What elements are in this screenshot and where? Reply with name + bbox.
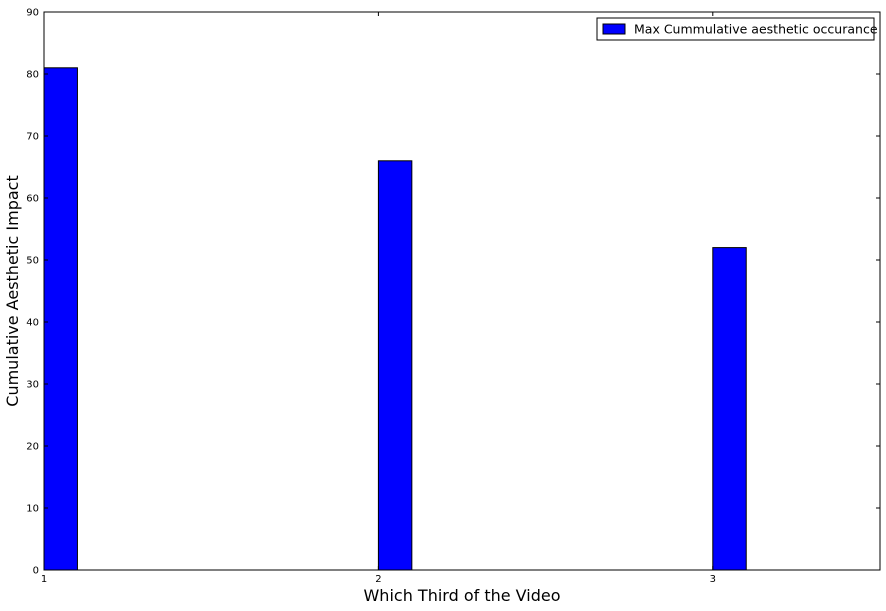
y-axis-ticks: 0 10 20 30 40 50 60 70 80 90 xyxy=(26,8,880,577)
y-tick-label: 60 xyxy=(26,194,39,205)
bar-1 xyxy=(43,67,78,571)
x-tick-label: 3 xyxy=(710,574,716,585)
y-tick-label: 40 xyxy=(26,318,39,329)
x-axis-label: Which Third of the Video xyxy=(363,586,560,605)
y-tick-label: 80 xyxy=(26,70,39,81)
y-tick-label: 0 xyxy=(33,566,39,577)
bar-2 xyxy=(377,160,413,571)
x-tick-label: 1 xyxy=(41,574,47,585)
plot-background xyxy=(44,12,880,570)
y-axis-label: Cumulative Aesthetic Impact xyxy=(3,175,22,406)
legend-label: Max Cummulative aesthetic occurance xyxy=(634,22,878,37)
y-tick-label: 10 xyxy=(26,504,39,515)
y-tick-label: 50 xyxy=(26,256,39,267)
y-tick-label: 90 xyxy=(26,8,39,19)
legend-box xyxy=(596,17,875,41)
plot-frame xyxy=(43,11,881,571)
bar-3 xyxy=(712,247,747,571)
legend: Max Cummulative aesthetic occurance xyxy=(596,17,878,41)
bars-group xyxy=(43,67,747,571)
legend-swatch xyxy=(602,23,626,35)
y-tick-label: 70 xyxy=(26,132,39,143)
x-tick-label: 2 xyxy=(375,574,381,585)
y-tick-label: 20 xyxy=(26,442,39,453)
y-tick-label: 30 xyxy=(26,380,39,391)
